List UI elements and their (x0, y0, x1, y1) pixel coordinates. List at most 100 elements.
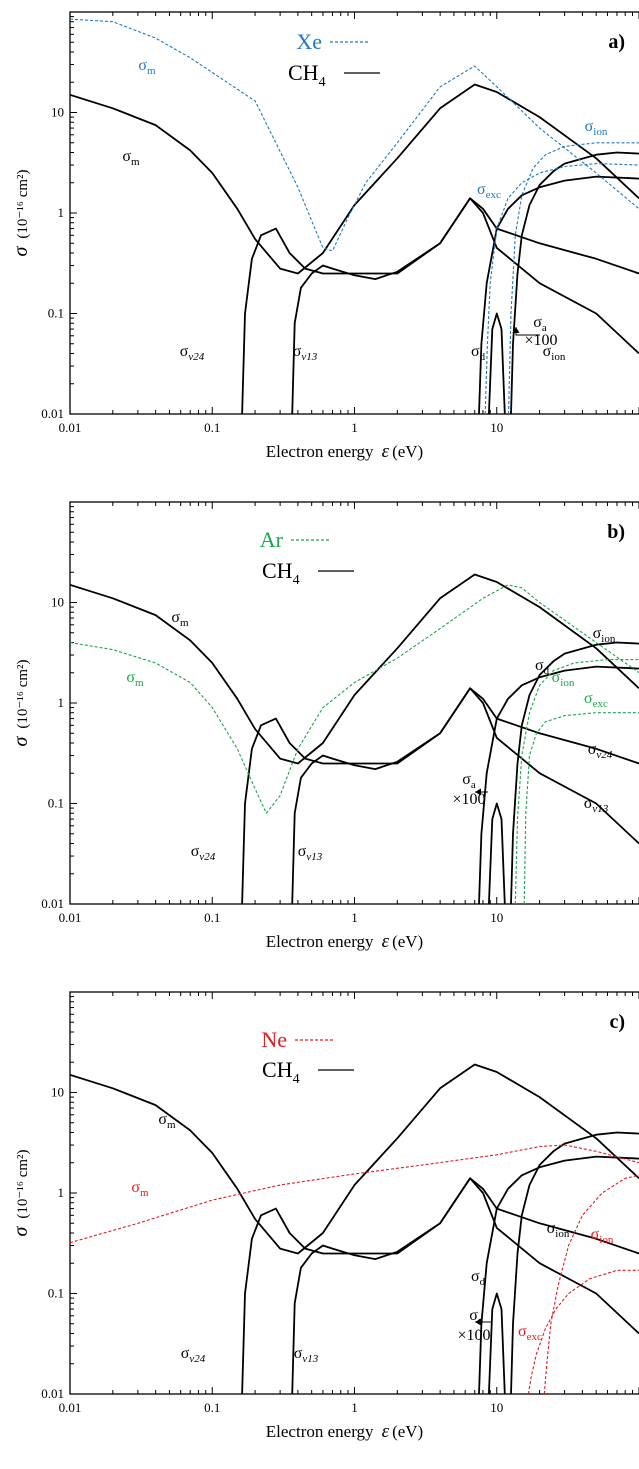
curve-label-ch-m: σm (122, 148, 140, 168)
series-line-ch4-1 (241, 197, 639, 414)
curve-label-ch-ion: σion (547, 1220, 570, 1240)
legend-ch4-label: CH4 (288, 60, 326, 90)
series-group (70, 573, 639, 904)
y-axis-title: σ(10⁻¹⁶ cm²) (10, 659, 32, 746)
series-line-ch4-0 (70, 573, 639, 765)
series-line-ch4-4 (510, 151, 639, 414)
x-axis-title: Electron energy ε (eV) (266, 931, 423, 952)
series-line-ne-7 (527, 1269, 639, 1394)
x-tick-label: 1 (351, 910, 358, 925)
curve-label-ch-v24: σν24 (191, 843, 216, 863)
series-line-xe-8 (507, 142, 639, 414)
x-axis-title: Electron energy ε (eV) (266, 441, 423, 462)
curve-label-ch-a100: ×100 (452, 791, 485, 808)
y-tick-label: 0.01 (41, 896, 64, 911)
curve-label-ch-v13: σν13 (293, 343, 318, 363)
legend-gas-label: Ar (260, 527, 284, 552)
y-axis-title: σ(10⁻¹⁶ cm²) (10, 1149, 32, 1236)
curve-label-ch-v13r: σν13 (584, 795, 609, 815)
curve-label-ne-ion: σion (591, 1226, 614, 1246)
series-line-ch4-3 (478, 665, 639, 904)
curve-label-ch-a100: ×100 (524, 332, 557, 349)
series-line-ne-6 (70, 1144, 639, 1244)
legend-gas-label: Xe (296, 29, 322, 54)
x-tick-label: 0.01 (59, 910, 82, 925)
curve-label-ch-a100: ×100 (457, 1327, 490, 1344)
series-line-ch4-5 (488, 312, 506, 414)
x-tick-label: 1 (351, 1400, 358, 1415)
x-tick-label: 0.01 (59, 1400, 82, 1415)
plot-area: 0.01 0.1 1 10 0.01 0.1 1 10 Electron energy ε (eV)… (10, 991, 639, 1442)
series-line-ch4-5 (488, 1292, 506, 1394)
y-tick-label: 0.1 (48, 1286, 64, 1301)
arrow-head-icon (475, 788, 481, 796)
curve-label-xe-exc: σexc (477, 181, 501, 201)
series-line-ch4-4 (510, 641, 639, 904)
y-tick-label: 10 (51, 105, 64, 120)
curve-label-ne-exc: σexc (518, 1323, 542, 1343)
x-tick-label: 0.1 (204, 910, 220, 925)
y-tick-label: 1 (58, 1185, 65, 1200)
panel-a-chart: 0.01 0.1 1 10 0.01 0.1 1 10 Electron energy ε (eV)… (10, 11, 639, 462)
curve-label-ch-v24r: σν24 (588, 741, 613, 761)
y-tick-label: 0.01 (41, 1386, 64, 1401)
x-tick-label: 10 (490, 1400, 503, 1415)
curve-label-ch-v13: σν13 (298, 843, 323, 863)
series-line-ch4-1 (241, 687, 639, 904)
panel-c-chart: 0.01 0.1 1 10 0.01 0.1 1 10 Electron energy ε (eV)… (10, 991, 639, 1442)
plot-frame (69, 991, 639, 1395)
y-tick-label: 0.01 (41, 406, 64, 421)
panel-label: a) (608, 31, 625, 53)
curve-label-ch-ion: σion (593, 625, 616, 645)
curve-label-ch-ion: σion (543, 343, 566, 363)
plot-frame (69, 501, 639, 905)
series-line-ch4-0 (70, 83, 639, 275)
y-tick-label: 1 (58, 695, 65, 710)
x-tick-label: 0.01 (59, 420, 82, 435)
series-line-ar-8 (514, 659, 639, 904)
series-line-ar-6 (70, 584, 639, 814)
legend-ch4-label: CH4 (262, 558, 300, 588)
curve-label-ar-ion: σion (552, 669, 575, 689)
curve-label-ch-v13: σν13 (294, 1345, 319, 1365)
x-tick-label: 0.1 (204, 1400, 220, 1415)
curve-label-ch-m: σm (171, 609, 189, 629)
y-axis-title: σ(10⁻¹⁶ cm²) (10, 169, 32, 256)
x-tick-label: 0.1 (204, 420, 220, 435)
curve-label-xe-ion: σion (585, 118, 608, 138)
series-line-xe-7 (484, 163, 639, 414)
curve-label-ar-m: σm (126, 669, 144, 689)
arrow-head-icon (475, 1318, 481, 1326)
y-tick-label: 10 (51, 1085, 64, 1100)
series-line-ch4-3 (478, 1155, 639, 1394)
curve-label-ch-d: σd (471, 1268, 486, 1288)
curve-label-ch-d: σd (471, 343, 486, 363)
curve-label-ch-v24: σν24 (181, 1345, 206, 1365)
y-tick-label: 0.1 (48, 306, 64, 321)
series-line-ch4-5 (488, 802, 506, 904)
series-group (70, 1063, 639, 1394)
series-line-ne-8 (543, 1174, 639, 1394)
curve-label-ch-v24: σν24 (180, 343, 205, 363)
plot-area: 0.01 0.1 1 10 0.01 0.1 1 10 Electron energy ε (eV)… (10, 11, 639, 462)
curve-label-ch-a: σa (462, 771, 476, 791)
y-tick-label: 10 (51, 595, 64, 610)
series-line-ch4-0 (70, 1063, 639, 1255)
panel-label: b) (607, 521, 625, 543)
series-line-ch4-2 (291, 197, 639, 414)
x-axis-title: Electron energy ε (eV) (266, 1421, 423, 1442)
series-line-ar-7 (523, 712, 639, 904)
panel-b-chart: 0.01 0.1 1 10 0.01 0.1 1 10 Electron energy ε (eV)… (10, 501, 639, 952)
series-line-ch4-1 (241, 1177, 639, 1394)
legend-gas-label: Ne (261, 1027, 287, 1052)
curve-label-ne-m: σm (131, 1179, 149, 1199)
arrow-head-icon (512, 327, 520, 333)
series-group (70, 18, 639, 414)
curve-label-ch-m: σm (158, 1111, 176, 1131)
legend-ch4-label: CH4 (262, 1057, 300, 1087)
series-line-ch4-4 (510, 1131, 639, 1394)
curve-label-ar-exc: σexc (584, 690, 608, 710)
plot-area: 0.01 0.1 1 10 0.01 0.1 1 10 Electron energy ε (eV)… (10, 501, 639, 952)
y-tick-label: 1 (58, 205, 65, 220)
curve-label-ch-a: σa (533, 314, 547, 334)
